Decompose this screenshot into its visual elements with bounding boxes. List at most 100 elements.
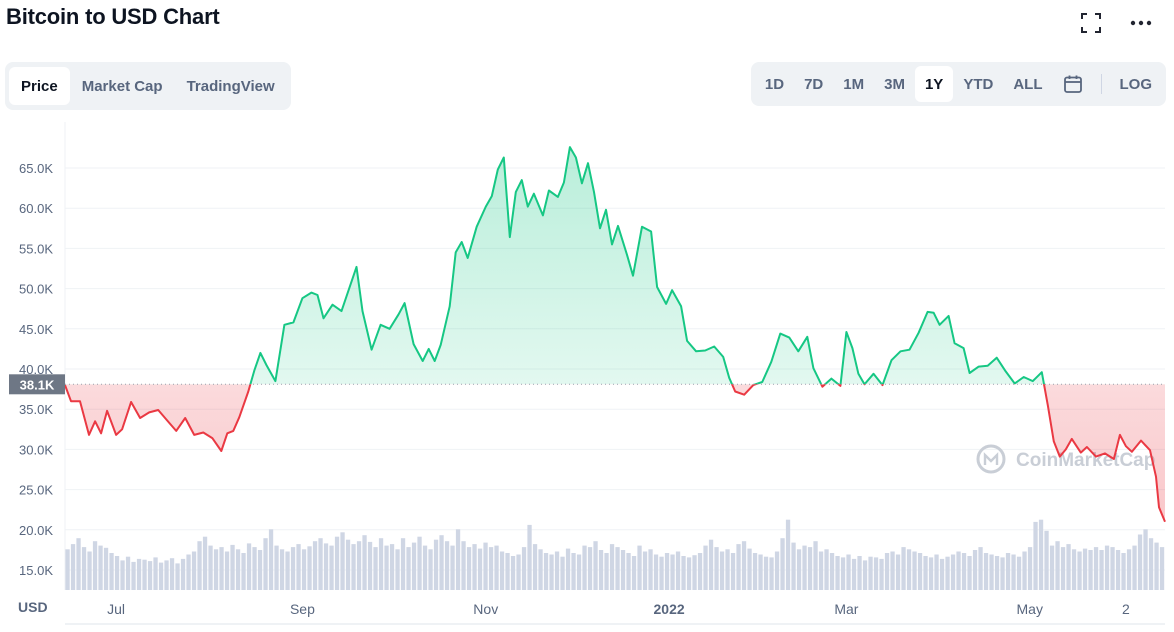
volume-bar — [884, 553, 890, 590]
volume-bar — [543, 553, 549, 590]
volume-bar — [587, 547, 593, 590]
volume-bar — [708, 539, 714, 590]
volume-bar — [301, 549, 307, 590]
price-chart[interactable]: CoinMarketCap 38.1K 15.0K 20.0K 25.0K 30.0K… — [0, 118, 1174, 627]
volume-bar — [901, 547, 906, 590]
volume-bar — [989, 554, 994, 590]
volume-bar — [1099, 550, 1104, 590]
volume-bar — [510, 556, 516, 590]
range-scrollbar[interactable] — [65, 623, 1165, 625]
volume-bar — [241, 553, 246, 590]
expand-icon[interactable] — [1080, 12, 1102, 34]
volume-bar — [571, 553, 576, 590]
volume-bar — [389, 544, 395, 590]
current-price-tag: 38.1K — [9, 374, 65, 395]
volume-bar — [763, 556, 769, 590]
volume-bar — [158, 562, 164, 590]
volume-bar — [1038, 519, 1044, 590]
tab-tradingview[interactable]: TradingView — [186, 77, 275, 95]
volume-bar — [197, 541, 202, 590]
volume-bar — [323, 543, 329, 590]
volume-bar — [329, 545, 334, 590]
y-tick-label: 30.0K — [19, 442, 53, 457]
volume-bar — [681, 556, 686, 590]
calendar-icon[interactable] — [1053, 66, 1093, 102]
volume-bar — [235, 549, 241, 590]
tab-market-cap[interactable]: Market Cap — [81, 77, 163, 95]
price-areas — [65, 147, 1165, 522]
x-tick-label: Mar — [834, 601, 858, 617]
watermark: CoinMarketCap — [976, 444, 1155, 474]
y-tick-label: 20.0K — [19, 523, 53, 538]
y-tick-label: 40.0K — [19, 362, 53, 377]
volume-bar — [1148, 538, 1154, 590]
volume-bar — [912, 551, 917, 590]
volume-bar — [692, 555, 697, 590]
volume-bar — [532, 544, 538, 590]
volume-bar — [92, 541, 98, 590]
volume-bar — [191, 551, 197, 590]
volume-bar — [252, 547, 257, 590]
volume-bar — [549, 554, 554, 590]
volume-bar — [862, 560, 868, 590]
range-all-button[interactable]: ALL — [1013, 75, 1043, 93]
volume-bar — [648, 549, 653, 590]
volume-bar — [312, 541, 318, 590]
volume-bar — [780, 538, 785, 590]
volume-bar — [164, 560, 169, 590]
range-1y-button[interactable]: 1Y — [914, 66, 954, 102]
volume-bar — [296, 544, 301, 590]
volume-bar — [785, 519, 791, 590]
range-3m-button[interactable]: 3M — [884, 75, 905, 93]
y-tick-label: 55.0K — [19, 241, 53, 256]
volume-bar — [917, 553, 923, 590]
volume-bar — [945, 556, 950, 590]
volume-bar — [994, 556, 1000, 590]
volume-bar — [1027, 547, 1033, 590]
log-scale-button[interactable]: LOG — [1119, 75, 1153, 93]
volume-bar — [76, 538, 81, 590]
volume-bar — [153, 557, 158, 590]
volume-bar — [670, 554, 675, 590]
y-tick-label: 35.0K — [19, 402, 53, 417]
volume-bar — [417, 536, 422, 590]
volume-bar — [516, 554, 521, 590]
tab-price[interactable]: Price — [9, 67, 70, 105]
volume-bar — [285, 551, 290, 590]
volume-bar — [576, 554, 582, 590]
volume-bar — [356, 541, 362, 590]
volume-bar — [642, 551, 648, 590]
volume-bar — [714, 547, 719, 590]
volume-bar — [202, 536, 208, 590]
volume-bar — [620, 550, 626, 590]
range-1d-button[interactable]: 1D — [764, 75, 785, 93]
volume-bar — [895, 554, 901, 590]
volume-bar — [334, 536, 340, 590]
price-line-up — [249, 146, 1046, 385]
volume-bar — [186, 554, 191, 590]
volume-bar — [114, 556, 120, 590]
x-tick-label: 2 — [1122, 601, 1130, 617]
volume-bar — [367, 541, 373, 590]
volume-bar — [879, 558, 884, 590]
volume-bar — [263, 538, 268, 590]
volume-bar — [208, 545, 213, 590]
more-horizontal-icon[interactable] — [1130, 12, 1152, 34]
volume-bar — [582, 545, 587, 590]
volume-bar — [615, 547, 620, 590]
volume-bar — [560, 556, 565, 590]
volume-bar — [1082, 548, 1088, 590]
volume-bar — [125, 556, 131, 590]
area-above-baseline — [250, 147, 1044, 385]
volume-bar — [351, 544, 356, 590]
chart-type-tabs: Price Market Cap TradingView — [5, 62, 291, 110]
range-ytd-button[interactable]: YTD — [963, 75, 994, 93]
range-7d-button[interactable]: 7D — [804, 75, 824, 93]
range-1m-button[interactable]: 1M — [843, 75, 865, 93]
volume-bar — [362, 535, 367, 590]
volume-bar — [967, 556, 972, 590]
volume-bar — [1104, 545, 1110, 590]
volume-bar — [637, 545, 642, 590]
volume-bar — [219, 547, 224, 590]
volume-bar — [477, 548, 483, 590]
